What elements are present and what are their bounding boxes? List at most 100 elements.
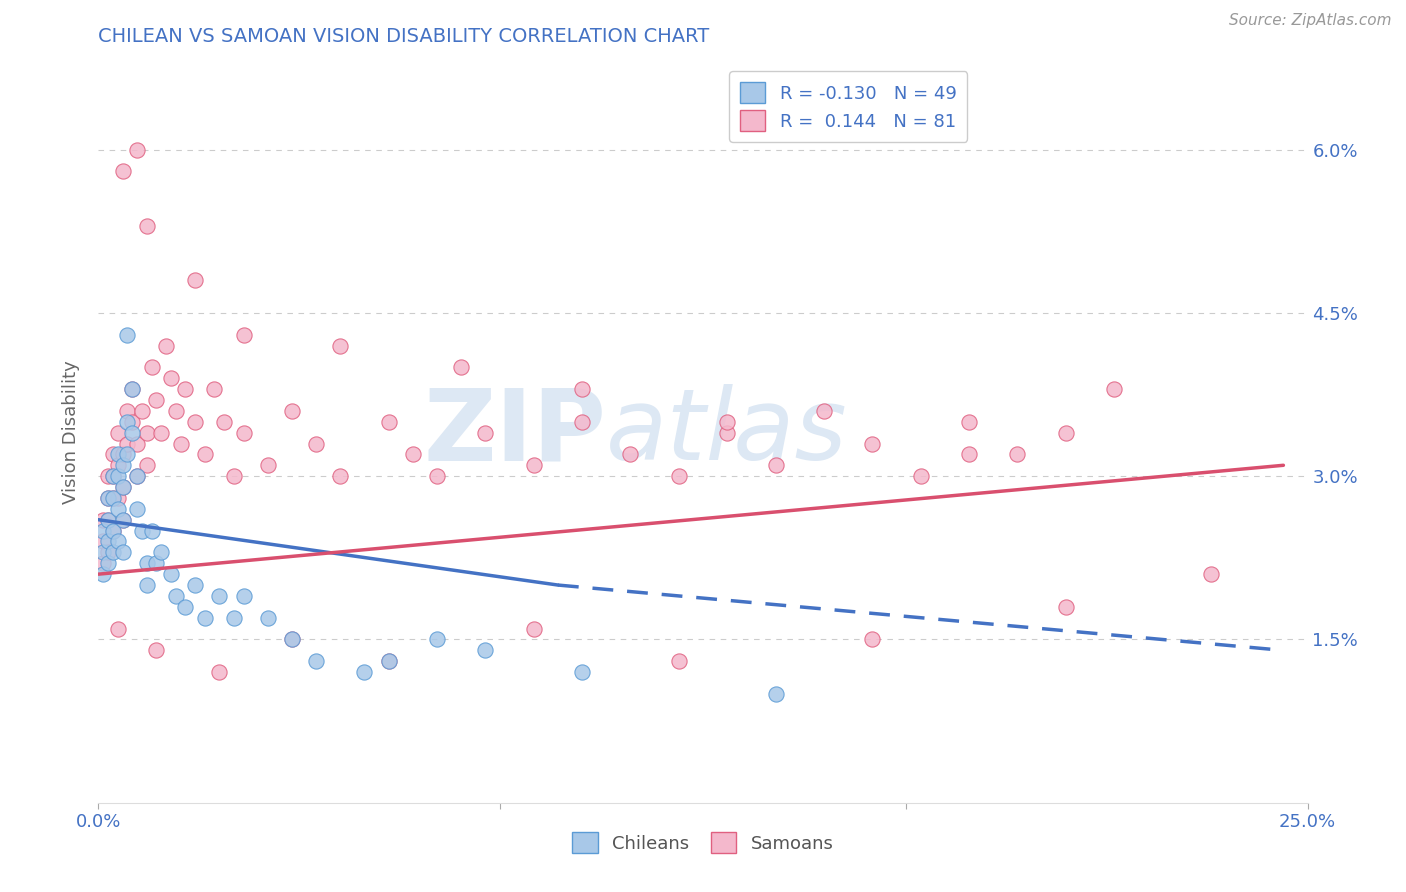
Point	[145, 392, 167, 407]
Point	[150, 425, 173, 440]
Point	[1102, 382, 1125, 396]
Point	[127, 501, 149, 516]
Point	[91, 556, 114, 570]
Point	[127, 469, 149, 483]
Point	[474, 643, 496, 657]
Point	[232, 327, 254, 342]
Point	[97, 556, 120, 570]
Point	[165, 404, 187, 418]
Point	[377, 415, 399, 429]
Point	[716, 415, 738, 429]
Point	[111, 545, 134, 559]
Point	[232, 589, 254, 603]
Y-axis label: Vision Disability: Vision Disability	[62, 360, 80, 505]
Point	[101, 545, 124, 559]
Point	[107, 458, 129, 473]
Point	[135, 458, 157, 473]
Point	[101, 491, 124, 505]
Point	[619, 447, 641, 461]
Point	[91, 567, 114, 582]
Point	[127, 469, 149, 483]
Point	[571, 665, 593, 680]
Point	[97, 513, 120, 527]
Point	[107, 447, 129, 461]
Point	[256, 610, 278, 624]
Point	[101, 524, 124, 538]
Point	[155, 338, 177, 352]
Point	[141, 360, 163, 375]
Point	[127, 143, 149, 157]
Point	[184, 578, 207, 592]
Point	[111, 447, 134, 461]
Text: CHILEAN VS SAMOAN VISION DISABILITY CORRELATION CHART: CHILEAN VS SAMOAN VISION DISABILITY CORR…	[98, 27, 710, 45]
Point	[117, 404, 139, 418]
Point	[107, 534, 129, 549]
Point	[305, 436, 328, 450]
Point	[957, 415, 980, 429]
Point	[111, 458, 134, 473]
Point	[1054, 599, 1077, 614]
Point	[305, 654, 328, 668]
Point	[101, 447, 124, 461]
Point	[101, 491, 124, 505]
Point	[194, 610, 217, 624]
Point	[135, 425, 157, 440]
Point	[127, 436, 149, 450]
Point	[107, 501, 129, 516]
Point	[131, 524, 153, 538]
Point	[474, 425, 496, 440]
Point	[860, 436, 883, 450]
Point	[765, 458, 787, 473]
Point	[256, 458, 278, 473]
Point	[184, 273, 207, 287]
Point	[117, 436, 139, 450]
Point	[169, 436, 191, 450]
Point	[107, 425, 129, 440]
Point	[523, 622, 546, 636]
Point	[145, 643, 167, 657]
Point	[101, 524, 124, 538]
Point	[222, 469, 245, 483]
Point	[208, 589, 231, 603]
Point	[1199, 567, 1222, 582]
Point	[150, 545, 173, 559]
Point	[329, 469, 352, 483]
Point	[1054, 425, 1077, 440]
Point	[107, 469, 129, 483]
Point	[910, 469, 932, 483]
Point	[165, 589, 187, 603]
Point	[91, 545, 114, 559]
Point	[145, 556, 167, 570]
Point	[97, 513, 120, 527]
Point	[117, 415, 139, 429]
Point	[813, 404, 835, 418]
Point	[101, 469, 124, 483]
Point	[232, 425, 254, 440]
Point	[111, 480, 134, 494]
Point	[860, 632, 883, 647]
Point	[97, 491, 120, 505]
Point	[121, 382, 143, 396]
Point	[523, 458, 546, 473]
Point	[107, 491, 129, 505]
Point	[135, 578, 157, 592]
Point	[135, 556, 157, 570]
Point	[111, 513, 134, 527]
Point	[135, 219, 157, 233]
Point	[97, 469, 120, 483]
Point	[765, 687, 787, 701]
Point	[194, 447, 217, 461]
Point	[668, 469, 690, 483]
Point	[117, 447, 139, 461]
Point	[957, 447, 980, 461]
Point	[668, 654, 690, 668]
Point	[212, 415, 235, 429]
Point	[222, 610, 245, 624]
Point	[97, 545, 120, 559]
Point	[111, 513, 134, 527]
Point	[184, 415, 207, 429]
Point	[101, 469, 124, 483]
Point	[91, 534, 114, 549]
Point	[353, 665, 375, 680]
Point	[281, 632, 304, 647]
